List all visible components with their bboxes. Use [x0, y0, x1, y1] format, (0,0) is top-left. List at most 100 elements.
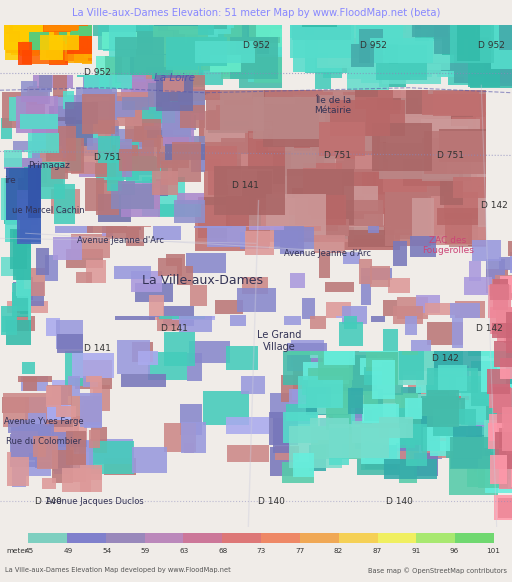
Bar [201, 90, 238, 91]
Bar [435, 25, 463, 61]
Bar [327, 396, 344, 417]
Bar [95, 162, 126, 176]
Bar [203, 316, 215, 318]
Bar [454, 42, 471, 83]
Bar [418, 25, 483, 49]
Bar [173, 37, 199, 84]
Bar [142, 119, 161, 149]
Bar [46, 25, 80, 35]
Bar [328, 25, 378, 65]
Bar [20, 27, 38, 56]
Bar [500, 358, 512, 379]
Bar [177, 266, 193, 285]
Bar [351, 116, 377, 171]
Bar [97, 402, 102, 420]
Bar [133, 90, 170, 123]
Bar [64, 25, 88, 26]
Bar [498, 498, 512, 518]
Bar [389, 25, 433, 26]
Bar [313, 211, 338, 231]
Bar [433, 91, 479, 116]
Bar [441, 25, 488, 27]
Bar [421, 25, 471, 54]
Bar [62, 137, 84, 173]
Bar [46, 386, 61, 407]
Bar [453, 426, 482, 459]
Bar [257, 198, 294, 230]
Bar [495, 495, 512, 520]
Bar [123, 154, 135, 165]
Bar [143, 316, 160, 317]
Bar [71, 396, 100, 422]
Bar [326, 282, 354, 292]
Bar [333, 397, 355, 434]
Bar [494, 388, 511, 413]
Bar [130, 25, 158, 51]
Bar [71, 234, 110, 258]
Bar [511, 469, 512, 488]
Bar [454, 90, 486, 115]
Bar [357, 125, 400, 155]
Bar [16, 25, 28, 30]
Bar [33, 436, 46, 457]
Bar [431, 137, 454, 176]
Bar [318, 25, 352, 52]
Bar [492, 430, 512, 452]
Bar [461, 390, 488, 425]
Bar [335, 161, 413, 214]
Bar [467, 453, 488, 487]
Bar [371, 25, 396, 49]
Bar [495, 26, 512, 69]
Bar [494, 341, 512, 367]
Bar [283, 351, 311, 385]
Bar [64, 44, 92, 62]
Bar [361, 55, 402, 83]
Bar [330, 135, 373, 193]
Bar [154, 157, 168, 196]
Bar [477, 25, 512, 34]
Bar [2, 316, 16, 332]
Bar [412, 126, 446, 152]
Bar [230, 315, 246, 325]
Bar [293, 360, 337, 389]
Bar [199, 111, 249, 171]
Bar [22, 193, 31, 230]
Bar [63, 91, 74, 109]
Bar [147, 128, 173, 139]
Text: 73: 73 [257, 548, 266, 553]
Bar [489, 277, 512, 296]
Bar [45, 25, 77, 31]
Bar [62, 25, 92, 38]
Bar [208, 159, 277, 195]
Bar [276, 116, 352, 155]
Bar [447, 90, 486, 107]
Bar [281, 375, 318, 402]
Bar [408, 385, 439, 399]
Text: D 141: D 141 [84, 344, 111, 353]
Bar [240, 232, 269, 249]
Bar [418, 115, 476, 146]
Bar [89, 441, 134, 474]
Bar [33, 75, 74, 88]
Bar [510, 253, 512, 272]
Bar [482, 436, 499, 450]
Bar [116, 139, 132, 177]
Bar [381, 65, 441, 84]
Bar [27, 87, 48, 104]
Bar [224, 90, 273, 126]
Bar [72, 353, 114, 378]
Bar [441, 136, 486, 184]
Bar [83, 376, 98, 386]
Bar [287, 169, 354, 225]
Bar [194, 226, 232, 228]
Bar [290, 25, 354, 58]
Bar [314, 25, 378, 33]
Bar [464, 278, 492, 295]
Bar [314, 25, 335, 57]
Bar [348, 41, 383, 64]
Bar [449, 190, 486, 247]
Bar [230, 37, 278, 79]
Bar [82, 34, 92, 50]
Bar [449, 159, 486, 189]
Text: ue Marcel Cachin: ue Marcel Cachin [12, 206, 85, 215]
